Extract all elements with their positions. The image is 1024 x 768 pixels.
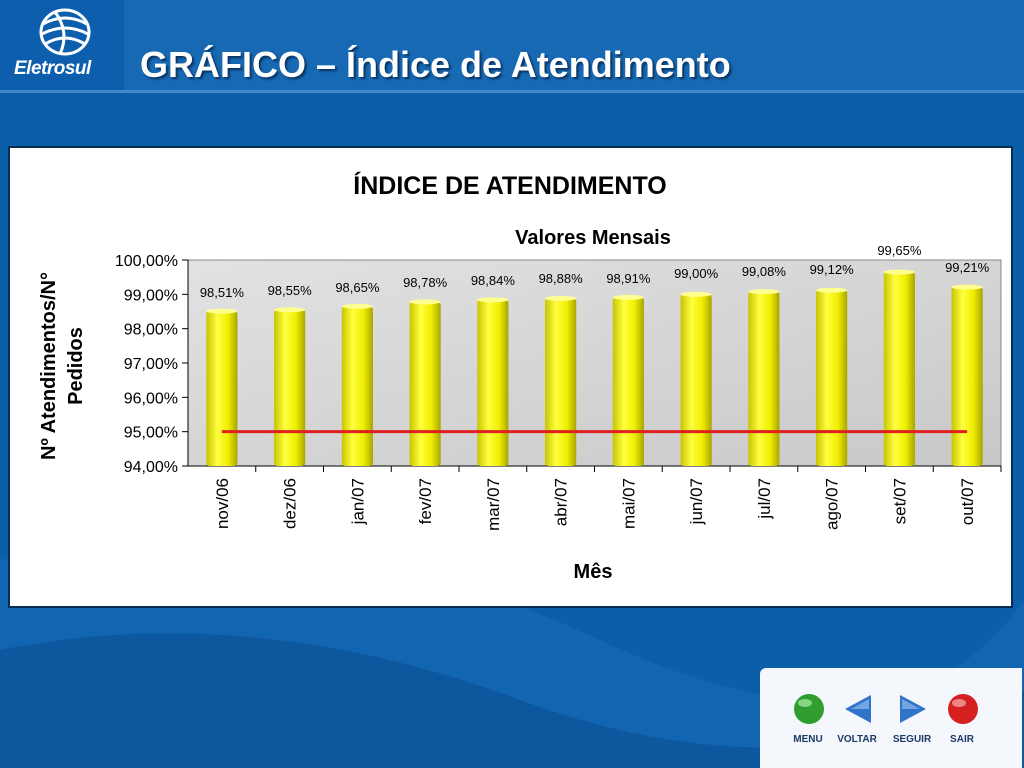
bar-top [748,289,780,295]
bar [680,294,712,466]
y-tick-label: 97,00% [124,356,178,373]
data-label: 98,55% [268,283,313,298]
logo-text: Eletrosul [14,58,91,79]
seguir-button[interactable]: SEGUIR [882,690,942,760]
chart-title: ÍNDICE DE ATENDIMENTO [353,171,666,200]
x-tick-label: dez/06 [281,478,300,529]
data-label: 98,65% [335,280,380,295]
voltar-label: VOLTAR [837,734,877,745]
bar [612,297,644,466]
x-tick-label: mai/07 [619,478,638,529]
data-label: 99,12% [810,262,855,277]
bar-top [206,308,238,314]
globe-logo-icon [39,8,91,56]
navigation-panel: MENU VOLTAR SEGUIR SAIR [760,668,1022,768]
bar [883,272,915,466]
x-tick-label: set/07 [890,478,909,524]
bar [206,311,238,466]
x-tick-label: nov/06 [213,478,232,529]
chart-subtitle: Valores Mensais [515,227,671,249]
data-label: 99,08% [742,264,787,279]
menu-button[interactable]: MENU [778,690,838,760]
x-tick-label: jul/07 [755,478,774,520]
x-tick-label: jan/07 [348,478,367,525]
x-axis-label: Mês [574,561,613,583]
page-title: GRÁFICO – Índice de Atendimento [140,44,731,85]
bar-top [409,299,441,305]
arrow-left-icon [845,695,871,723]
y-tick-label: 99,00% [124,287,178,304]
bar-top [680,291,712,297]
y-axis-label-line2: Pedidos [65,327,87,405]
x-tick-label: jun/07 [687,478,706,525]
bar [545,298,577,466]
bar [477,299,509,466]
data-label: 99,21% [945,260,990,275]
header-bar: Eletrosul GRÁFICO – Índice de Atendiment… [0,0,1024,93]
voltar-button[interactable]: VOLTAR [827,690,887,760]
bar-top [612,294,644,300]
y-axis-label-line1: Nº Atendimentos/N° [38,272,60,460]
bar-chart: ÍNDICE DE ATENDIMENTO Valores Mensais 94… [38,171,1002,583]
bar-top [274,307,306,313]
bar [951,287,983,466]
bar-top [477,297,509,303]
data-label: 98,88% [539,271,584,286]
data-label: 98,51% [200,285,245,300]
bar-top [951,284,983,290]
sair-label: SAIR [950,734,974,745]
y-tick-label: 98,00% [124,322,178,339]
bar [409,301,441,466]
y-tick-label: 100,00% [115,253,178,270]
chart-panel: ÍNDICE DE ATENDIMENTO Valores Mensais 94… [8,146,1013,608]
y-tick-label: 95,00% [124,425,178,442]
red-circle-icon [948,694,978,724]
sair-button[interactable]: SAIR [932,690,992,760]
green-circle-icon [794,694,824,724]
data-label: 99,00% [674,266,719,281]
y-tick-label: 94,00% [124,459,178,476]
bar [341,306,373,466]
data-label: 98,84% [471,273,516,288]
data-label: 98,91% [606,271,651,286]
bar [816,290,848,466]
x-tick-label: mar/07 [484,478,503,531]
data-label: 99,65% [877,243,922,258]
bar-top [816,287,848,293]
bar-top [545,295,577,301]
x-tick-label: fev/07 [416,478,435,524]
arrow-right-icon [900,695,926,723]
bar-top [341,303,373,309]
seguir-label: SEGUIR [892,734,932,745]
x-tick-label: abr/07 [552,478,571,526]
data-label: 98,78% [403,275,448,290]
x-tick-label: ago/07 [823,478,842,530]
y-tick-label: 96,00% [124,390,178,407]
menu-label: MENU [793,734,823,745]
bar [274,309,306,466]
x-tick-label: out/07 [958,478,977,525]
logo: Eletrosul [0,0,124,90]
bar-top [883,269,915,275]
bar [748,291,780,466]
